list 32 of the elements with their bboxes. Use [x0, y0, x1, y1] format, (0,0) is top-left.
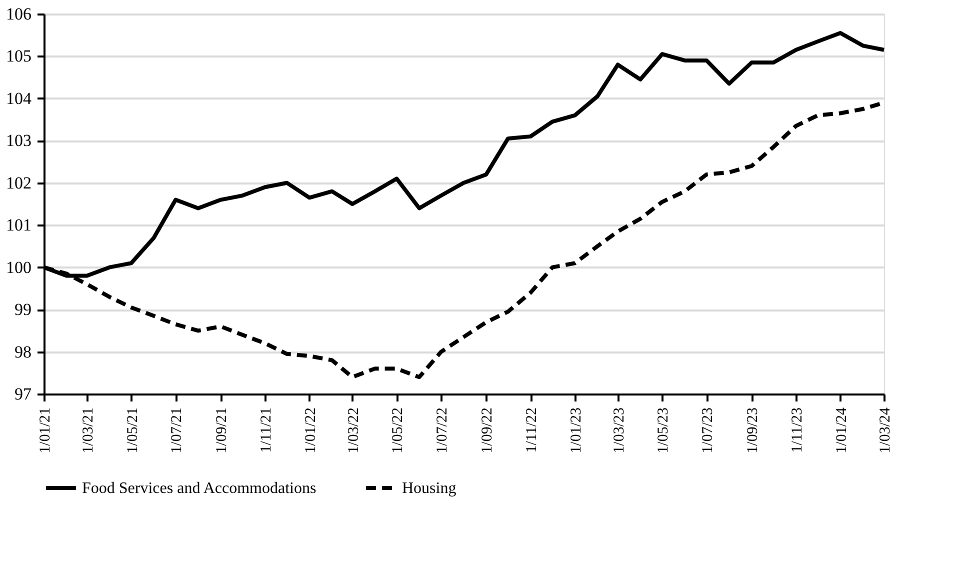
x-tick-label: 1/05/21	[124, 408, 141, 454]
y-tick-label: 105	[6, 46, 32, 66]
y-tick-label: 99	[14, 300, 32, 320]
y-tick-label: 103	[6, 131, 32, 150]
x-tick-label: 1/09/23	[745, 408, 762, 454]
x-tick-label: 1/03/23	[611, 408, 628, 454]
x-tick-label: 1/09/21	[214, 408, 230, 454]
x-tick-label: 1/05/23	[656, 408, 672, 454]
y-tick-label: 102	[6, 173, 32, 192]
x-tick-label: 1/03/24	[878, 407, 894, 454]
x-tick-label: 1/03/21	[80, 408, 96, 454]
x-tick-label: 1/11/21	[258, 408, 275, 453]
x-tick-label: 1/01/23	[568, 408, 584, 454]
y-tick-label: 106	[6, 4, 32, 24]
x-tick-label: 1/11/22	[524, 408, 540, 453]
x-tick-label: 1/01/22	[302, 408, 319, 454]
x-tick-label: 1/07/21	[169, 408, 186, 454]
legend-label: Food Services and Accommodations	[82, 480, 316, 497]
legend-label: Housing	[402, 480, 456, 497]
x-tick-label: 1/01/21	[38, 408, 54, 454]
x-tick-label: 1/01/24	[834, 407, 850, 454]
x-tick-label: 1/07/23	[700, 408, 716, 454]
x-tick-label: 1/11/23	[790, 408, 806, 453]
x-tick-label: 1/05/22	[390, 408, 406, 454]
y-tick-label: 104	[6, 88, 32, 108]
y-tick-label: 97	[14, 384, 32, 404]
y-tick-label: 98	[14, 342, 32, 362]
x-tick-label: 1/07/22	[434, 408, 451, 454]
y-tick-label: 100	[6, 258, 32, 277]
y-tick-label: 101	[6, 216, 32, 235]
x-tick-label: 1/03/22	[346, 408, 362, 454]
x-tick-label: 1/09/22	[480, 408, 496, 454]
